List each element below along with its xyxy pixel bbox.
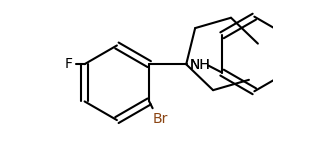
Text: Br: Br [153, 112, 168, 126]
Text: F: F [64, 57, 72, 71]
Text: NH: NH [190, 59, 211, 73]
Text: NH: NH [190, 59, 211, 73]
